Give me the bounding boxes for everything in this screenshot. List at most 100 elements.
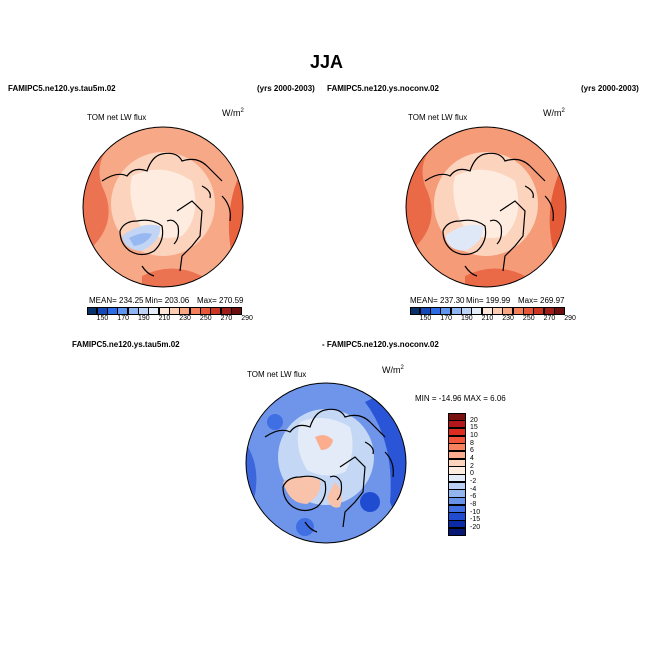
colorbar-tick-label: -2 <box>470 478 477 485</box>
colorbar-swatch <box>448 466 466 475</box>
colorbar-tick-label: -8 <box>470 501 477 509</box>
left-colorbar: 150 170 190 210 230 250 270 290 <box>86 307 257 322</box>
right-min: Min= 199.99 <box>466 296 511 305</box>
colorbar-swatch <box>158 307 170 315</box>
colorbar-swatch <box>448 474 466 483</box>
colorbar-tick-label: 8 <box>470 439 474 447</box>
colorbar-tick-label: 230 <box>502 315 514 322</box>
colorbar-tick-label: 170 <box>117 315 129 322</box>
right-panel-variable: TOM net LW flux <box>408 113 468 122</box>
colorbar-swatch <box>220 307 232 315</box>
colorbar-swatch <box>554 307 565 315</box>
colorbar-swatch <box>448 489 466 498</box>
right-mean: MEAN= 237.30 <box>410 296 465 305</box>
left-panel-case: FAMIPC5.ne120.ys.tau5m.02 <box>8 84 116 93</box>
colorbar-swatch <box>481 307 493 315</box>
colorbar-tick-label: -4 <box>470 485 477 493</box>
colorbar-swatch <box>210 307 222 315</box>
colorbar-swatch <box>419 307 431 315</box>
diff-panel-variable: TOM net LW flux <box>247 370 307 379</box>
colorbar-swatch <box>448 450 466 460</box>
colorbar-tick-label: 150 <box>419 315 432 322</box>
colorbar-swatch <box>231 307 242 315</box>
colorbar-swatch <box>148 307 160 315</box>
left-min: Min= 203.06 <box>145 296 190 305</box>
colorbar-tick-label: 190 <box>460 315 473 322</box>
colorbar-tick-label: 4 <box>470 454 474 462</box>
colorbar-tick-label: -20 <box>470 524 481 532</box>
colorbar-swatch <box>448 458 466 467</box>
colorbar-swatch <box>448 527 466 536</box>
colorbar-tick-label: 20 <box>470 416 478 424</box>
colorbar-swatch <box>440 307 452 315</box>
colorbar-tick-label: 210 <box>481 315 494 322</box>
colorbar-swatch <box>502 307 514 315</box>
colorbar-swatch <box>127 307 139 315</box>
colorbar-swatch <box>117 307 129 315</box>
diff-case-a: FAMIPC5.ne120.ys.tau5m.02 <box>72 340 180 349</box>
colorbar-swatch <box>107 307 118 315</box>
colorbar-swatch <box>492 307 503 315</box>
colorbar-swatch <box>523 307 534 315</box>
colorbar-tick-label: 2 <box>470 462 474 470</box>
colorbar-swatch <box>448 520 466 529</box>
diff-colorbar: 20 15 10 8 6 4 2 0 -2 -4 -6 -8 -10 -15 -20 <box>448 412 481 536</box>
colorbar-swatch <box>448 420 466 429</box>
colorbar-swatch <box>138 307 149 315</box>
colorbar-tick-label: 290 <box>564 315 576 322</box>
colorbar-swatch <box>179 307 191 315</box>
colorbar-swatch <box>189 307 201 315</box>
colorbar-swatch <box>448 435 466 444</box>
diff-minmax: MIN = -14.96 MAX = 6.06 <box>415 394 506 403</box>
colorbar-tick-label: -6 <box>470 493 477 501</box>
colorbar-swatch <box>200 307 211 315</box>
left-panel-units: W/m2 <box>222 108 244 118</box>
left-max: Max= 270.59 <box>197 296 244 305</box>
colorbar-swatch <box>96 307 108 315</box>
left-panel-variable: TOM net LW flux <box>87 113 147 122</box>
colorbar-tick-label: 0 <box>470 470 474 478</box>
colorbar-swatch <box>471 307 483 315</box>
right-panel-units: W/m2 <box>543 108 565 118</box>
colorbar-swatch <box>533 307 545 315</box>
colorbar-swatch <box>448 504 466 513</box>
right-colorbar: 150 170 190 210 230 250 270 290 <box>409 307 580 322</box>
right-max: Max= 269.97 <box>518 296 565 305</box>
colorbar-tick-label: 250 <box>522 315 535 322</box>
colorbar-swatch <box>169 307 180 315</box>
diff-case-b: - FAMIPC5.ne120.ys.noconv.02 <box>322 340 439 349</box>
colorbar-swatch <box>450 307 462 315</box>
colorbar-swatch <box>430 307 441 315</box>
colorbar-swatch <box>448 481 466 490</box>
right-panel-case: FAMIPC5.ne120.ys.noconv.02 <box>327 84 439 93</box>
right-panel-years: (yrs 2000-2003) <box>581 84 639 93</box>
left-mean: MEAN= 234.25 <box>89 296 144 305</box>
figure-title: JJA <box>309 52 344 72</box>
colorbar-swatch <box>461 307 472 315</box>
colorbar-swatch <box>448 443 466 452</box>
colorbar-tick-label: -10 <box>470 508 481 516</box>
colorbar-tick-label: 290 <box>241 315 253 322</box>
colorbar-tick-label: 6 <box>470 447 474 455</box>
left-panel-years: (yrs 2000-2003) <box>257 84 315 93</box>
colorbar-swatch <box>448 412 466 421</box>
colorbar-swatch <box>448 497 466 506</box>
colorbar-tick-label: 150 <box>96 315 109 322</box>
left-polar-map <box>82 126 244 288</box>
colorbar-swatch <box>448 427 466 437</box>
colorbar-tick-label: 190 <box>137 315 150 322</box>
colorbar-tick-label: 10 <box>470 431 478 439</box>
right-polar-map <box>405 126 567 288</box>
colorbar-tick-label: 15 <box>470 424 478 432</box>
colorbar-swatch <box>86 307 98 315</box>
colorbar-swatch <box>448 512 466 521</box>
colorbar-swatch <box>512 307 524 315</box>
colorbar-tick-label: 230 <box>179 315 191 322</box>
diff-panel-units: W/m2 <box>382 365 404 375</box>
colorbar-tick-label: -15 <box>470 516 481 524</box>
colorbar-tick-label: 250 <box>199 315 212 322</box>
colorbar-swatch <box>543 307 555 315</box>
diff-polar-map <box>245 382 407 544</box>
colorbar-tick-label: 170 <box>440 315 452 322</box>
colorbar-tick-label: 270 <box>220 315 233 322</box>
